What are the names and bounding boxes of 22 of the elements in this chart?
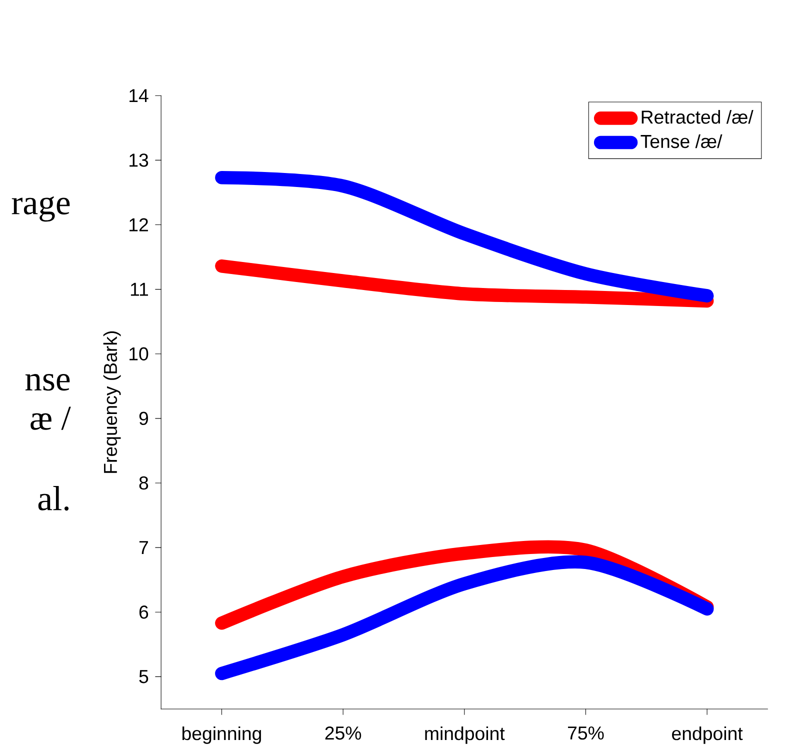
- y-tick-label: 11: [130, 282, 148, 296]
- x-tick-label: 75%: [568, 726, 604, 740]
- x-tick-label: 25%: [325, 726, 362, 740]
- y-tick-label: 7: [139, 541, 148, 554]
- y-tick-label: 9: [139, 412, 148, 426]
- legend-label: Retracted /æ/: [642, 110, 754, 124]
- x-tick-label: beginning: [182, 726, 261, 744]
- y-tick-label: 8: [139, 476, 148, 490]
- y-tick-label: 14: [130, 89, 148, 102]
- y-tick-label: 5: [139, 670, 148, 684]
- text: nse: [25, 374, 70, 391]
- text: rage: [12, 196, 70, 222]
- x-tick-label: mindpoint: [425, 726, 505, 744]
- x-tick-label: endpoint: [672, 726, 743, 744]
- y-tick-label: 10: [130, 347, 148, 360]
- y-tick-label: 13: [130, 154, 148, 167]
- y-axis-title: Frequency (Bark): [103, 331, 121, 473]
- text: al.: [38, 486, 69, 511]
- legend-label: Tense /æ/: [640, 134, 722, 148]
- y-tick-label: 12: [130, 218, 148, 232]
- text: æ /: [30, 406, 71, 430]
- y-tick-label: 6: [139, 605, 148, 619]
